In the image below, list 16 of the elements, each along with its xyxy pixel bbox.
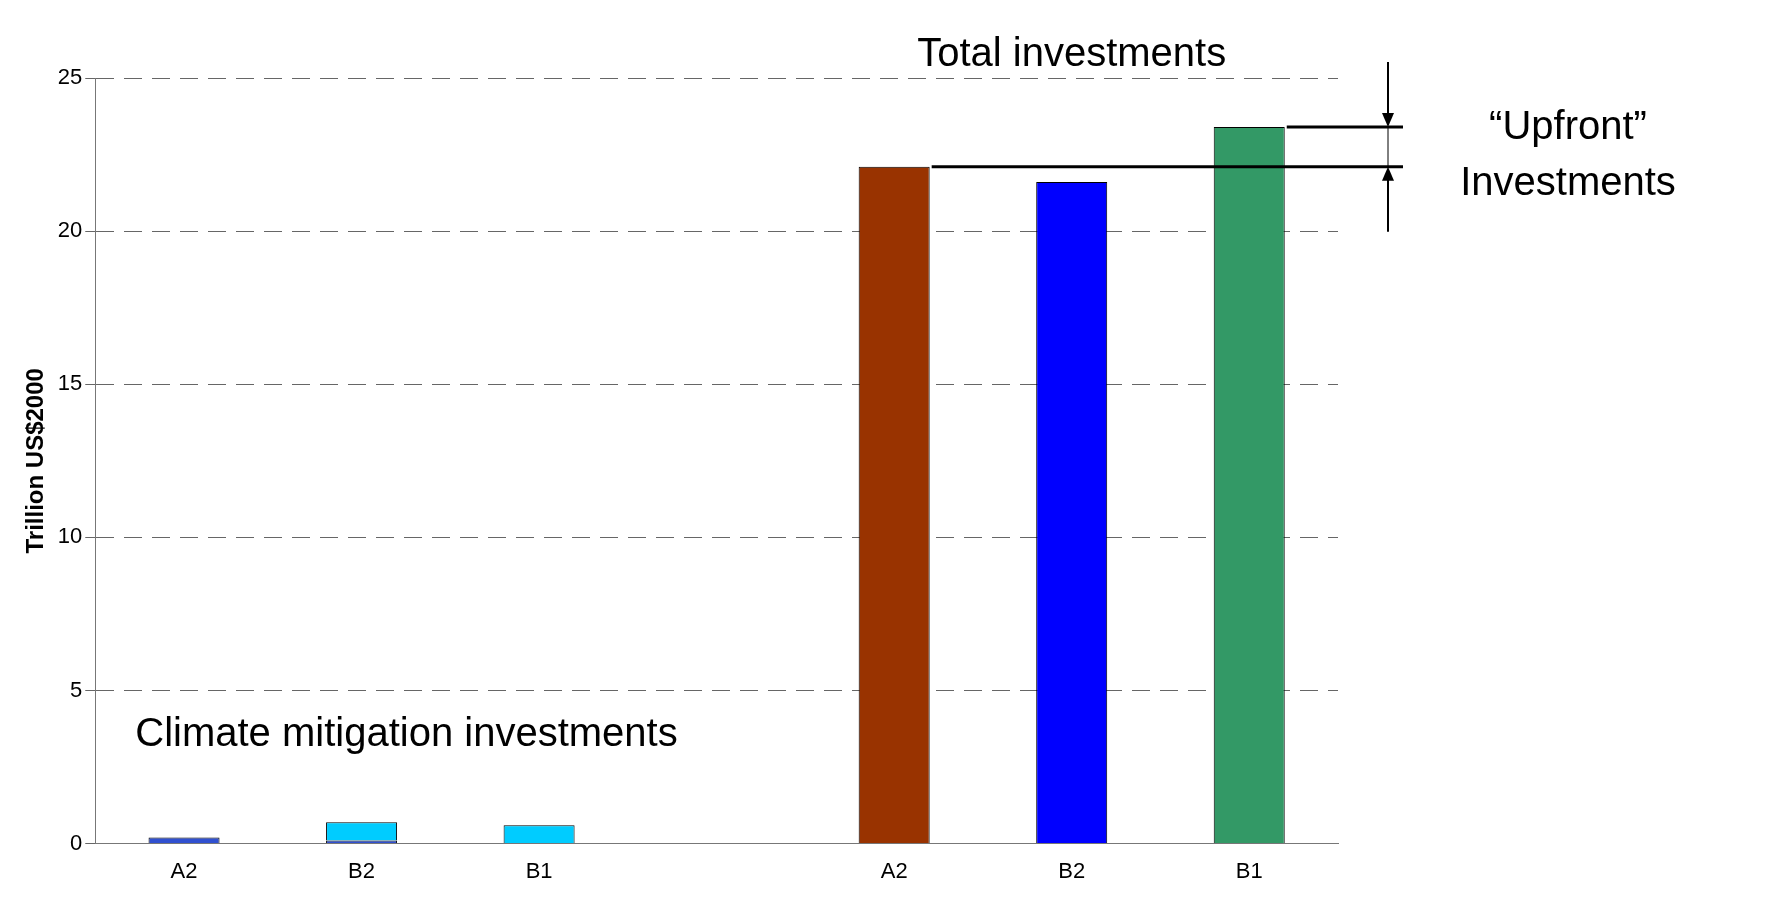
text: Total investments: [917, 30, 1227, 74]
y-tick-label: 20: [57, 217, 83, 243]
text: “Upfront” Investments: [1459, 102, 1677, 205]
y-tick-label: 5: [70, 676, 83, 702]
y-tick-label: 15: [57, 370, 83, 396]
x-tick-label: B1: [525, 857, 553, 883]
y-tick-label: 10: [57, 523, 83, 549]
x-tick-label: A2: [880, 857, 908, 883]
x-tick-label: B1: [1235, 857, 1263, 883]
y-tick-label: 0: [70, 829, 83, 855]
y-tick-label: 25: [57, 64, 83, 90]
x-tick-label: B2: [348, 857, 376, 883]
y-axis-title: Trillion US$2000: [21, 368, 49, 554]
x-tick-label: B2: [1058, 857, 1086, 883]
annotation: Climate mitigation investments: [135, 709, 678, 754]
x-tick-label: A2: [170, 857, 198, 883]
